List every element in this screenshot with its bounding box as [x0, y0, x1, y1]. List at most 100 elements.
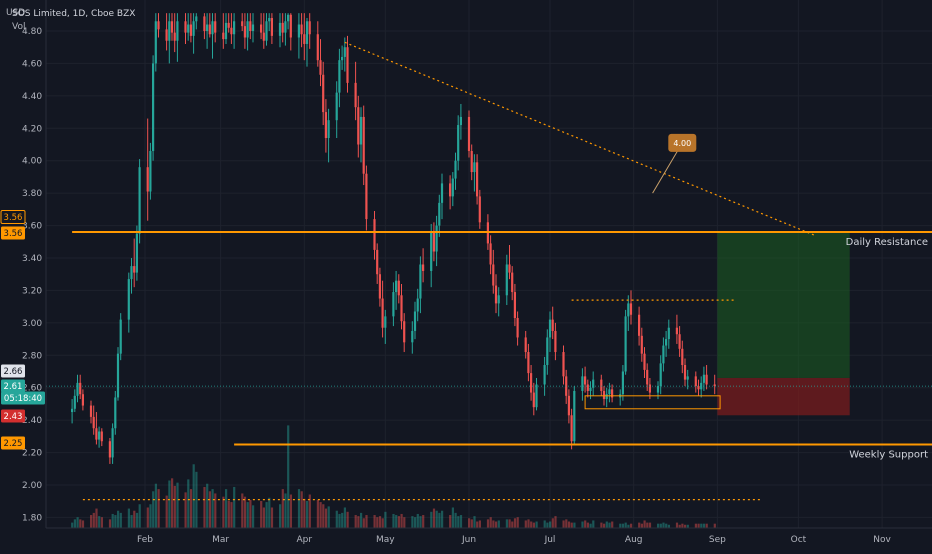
volume-bar	[527, 519, 530, 528]
candle	[305, 18, 309, 67]
volume-bar	[108, 519, 112, 528]
volume-bar	[713, 523, 716, 528]
candle	[511, 266, 514, 301]
candle-body	[608, 389, 611, 395]
candle	[119, 313, 122, 361]
volume-bar	[117, 510, 120, 528]
candle	[146, 118, 149, 221]
price-badge	[1, 226, 25, 240]
volume-bar	[392, 513, 395, 528]
candle-body	[675, 327, 678, 335]
volume-bar	[686, 524, 689, 528]
candle	[435, 215, 438, 267]
candle	[135, 225, 138, 281]
candle-body	[440, 183, 444, 203]
volume-bar	[192, 464, 195, 528]
level-label: Weekly Support	[849, 449, 928, 460]
candle-body	[624, 316, 627, 372]
volume-bar	[511, 521, 514, 528]
candle-body	[648, 384, 651, 393]
candle	[416, 288, 419, 322]
candle	[211, 13, 214, 59]
candle	[467, 110, 471, 158]
volume-bar	[638, 522, 641, 528]
volume-bar	[397, 516, 400, 528]
candle-body	[476, 162, 479, 197]
candle-body	[527, 352, 530, 374]
candle	[713, 374, 716, 395]
plot-area	[71, 13, 850, 528]
candle-body	[100, 431, 103, 442]
y-tick-label: 3.80	[22, 189, 42, 199]
volume-bar	[468, 518, 471, 528]
x-tick-label: Aug	[625, 535, 643, 545]
volume-bar	[225, 489, 228, 528]
candle	[586, 379, 589, 398]
volume-bar	[187, 479, 190, 528]
price-badge	[1, 409, 25, 423]
candle	[643, 347, 646, 378]
volume-bar	[416, 513, 419, 528]
candle-body	[146, 167, 149, 192]
candle-body	[397, 280, 400, 296]
candle-body	[592, 379, 595, 388]
candle	[208, 13, 211, 38]
volume-bar	[554, 516, 557, 528]
candle-body	[422, 264, 425, 271]
candle-body	[640, 335, 643, 354]
candle-body	[111, 428, 114, 458]
volume-bar	[281, 489, 284, 528]
price-badge-text: 3.56	[4, 229, 23, 239]
candle-body	[165, 29, 168, 41]
volume-bar	[665, 523, 668, 528]
candle	[551, 306, 554, 340]
candle-body	[73, 395, 76, 409]
candle-body	[403, 321, 406, 343]
volume-bar	[79, 519, 82, 528]
candle	[656, 381, 660, 400]
x-tick-label: Jul	[544, 535, 556, 545]
volume-bar	[230, 502, 233, 528]
candle	[702, 366, 705, 391]
price-badge	[1, 364, 25, 378]
candle	[646, 363, 649, 391]
price-badge-text: 2.43	[4, 412, 23, 422]
candle-body	[130, 266, 133, 280]
candle	[413, 301, 417, 340]
volume-bar	[76, 517, 79, 528]
candle-body	[114, 397, 117, 429]
y-tick-label: 2.40	[22, 416, 42, 426]
candle	[227, 13, 230, 33]
volume-bar	[449, 515, 452, 528]
candle-body	[152, 63, 155, 151]
volume-bar	[627, 524, 630, 528]
y-tick-label: 4.20	[22, 124, 42, 134]
candle-body	[432, 232, 435, 252]
volume-bar	[335, 510, 338, 528]
volume-bar	[640, 523, 643, 528]
candle	[365, 165, 368, 231]
candle-body	[543, 365, 546, 385]
volume-bar	[549, 521, 552, 528]
volume-bar	[702, 523, 706, 528]
candle	[694, 371, 697, 393]
candle	[697, 379, 700, 396]
candle	[432, 222, 435, 262]
volume-bar	[624, 522, 627, 528]
candle	[584, 366, 587, 393]
candle	[470, 144, 473, 181]
candle	[608, 382, 611, 403]
candle	[570, 408, 573, 450]
volume-bar	[284, 493, 287, 528]
volume-bar	[600, 522, 603, 528]
volume-bar	[114, 515, 117, 528]
candle	[108, 437, 111, 464]
candle-body	[524, 337, 527, 353]
candle	[397, 274, 400, 304]
currency-label: USD	[6, 8, 25, 18]
candle-body	[683, 365, 687, 380]
candle-body	[176, 21, 179, 41]
volume-bar	[378, 516, 382, 528]
candle	[281, 13, 284, 43]
